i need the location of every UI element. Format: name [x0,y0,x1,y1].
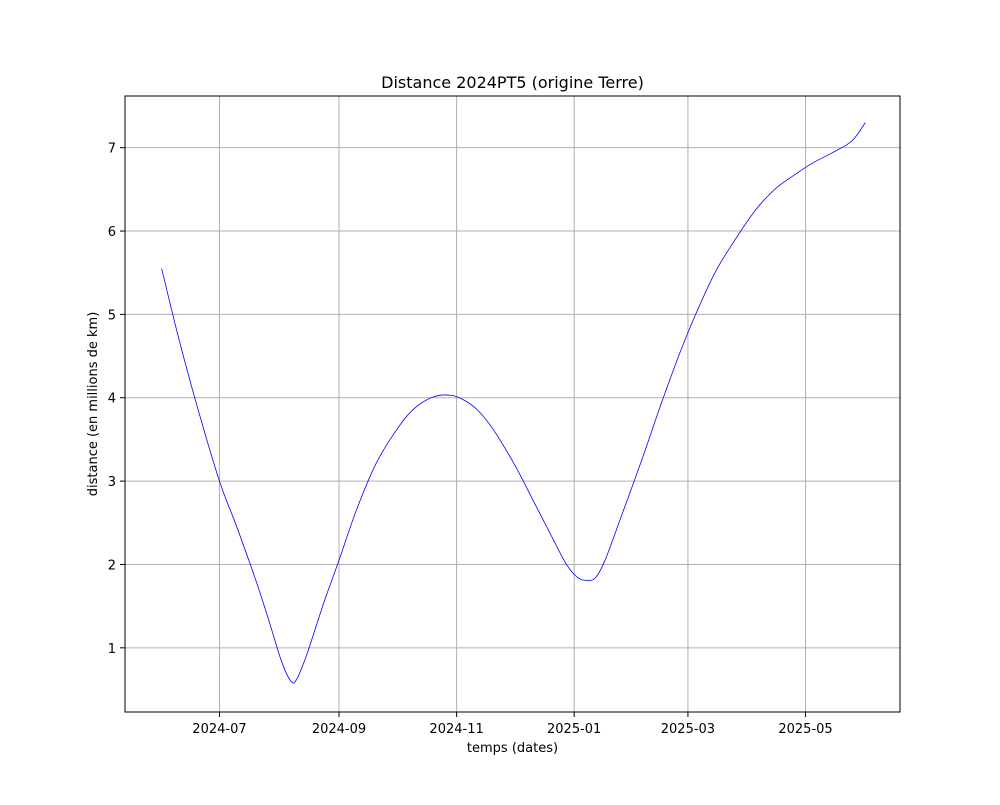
distance-series-line [161,122,866,684]
axis-ticks: 2024-07 2024-09 2024-11 2025-01 2025-03 2025-… [108,142,833,737]
y-tick-label: 6 [108,225,116,240]
series-layer [161,122,866,684]
y-tick-label: 1 [108,642,116,657]
x-tick-label: 2024-09 [312,722,366,737]
x-tick-label: 2025-05 [778,722,832,737]
y-tick-label: 3 [108,475,116,490]
y-tick-label: 4 [108,392,116,407]
x-tick-label: 2024-11 [429,722,483,737]
x-tick-label: 2025-03 [661,722,715,737]
x-tick-label: 2025-01 [547,722,601,737]
y-tick-label: 7 [108,142,116,157]
y-tick-label: 5 [108,308,116,323]
chart-title: Distance 2024PT5 (origine Terre) [381,73,644,92]
y-axis-label: distance (en millions de km) [86,312,101,497]
x-tick-label: 2024-07 [192,722,246,737]
grid-lines [125,96,900,712]
x-axis-label: temps (dates) [467,741,558,756]
y-tick-label: 2 [108,558,116,573]
plot-frame [124,95,901,713]
